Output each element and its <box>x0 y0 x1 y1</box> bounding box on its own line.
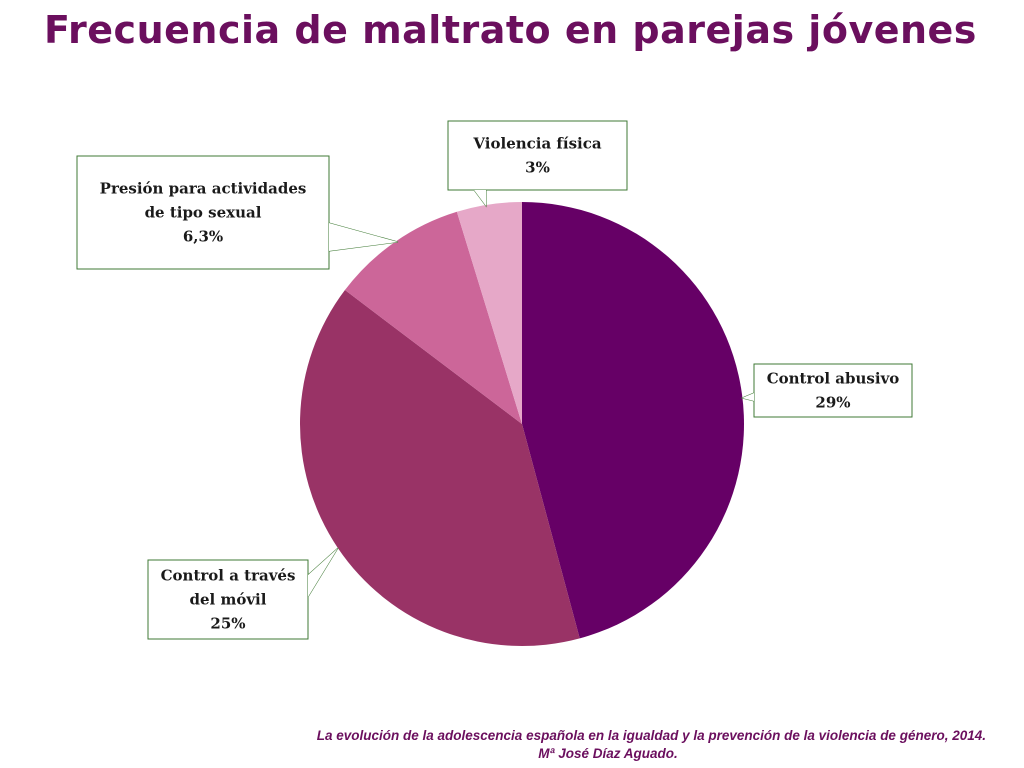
slice-label: Violencia física <box>472 135 601 153</box>
slice-value: 29% <box>815 394 850 412</box>
slice-label: Control a través <box>161 567 296 585</box>
slice-label: Presión para actividades <box>100 180 307 198</box>
pie-slice <box>522 202 745 639</box>
pie-slice <box>299 290 580 646</box>
slice-value: 3% <box>525 159 550 177</box>
source-line-1: La evolución de la adolescencia española… <box>316 728 986 743</box>
slice-value: 6,3% <box>183 228 223 246</box>
slice-label: del móvil <box>190 591 267 609</box>
slice-label: Control abusivo <box>767 370 900 388</box>
slice-label: de tipo sexual <box>145 204 262 222</box>
data-label: Presión para actividades de tipo sexual 6,… <box>76 155 399 270</box>
source-line-2: Mª José Díaz Aguado. <box>538 746 678 761</box>
page-title: Frecuencia de maltrato en parejas jóvene… <box>44 8 977 52</box>
data-label: Control abusivo 29% <box>740 363 913 418</box>
pie-chart: Control abusivo 29% Control a través del mó… <box>76 120 913 646</box>
data-label: Control a través del móvil 25% <box>147 547 339 640</box>
data-label: Violencia física 3% <box>447 120 628 208</box>
slice-value: 25% <box>210 615 245 633</box>
pie-slice <box>456 202 522 424</box>
source-citation: La evolución de la adolescencia española… <box>0 727 986 763</box>
pie-slice <box>344 211 522 424</box>
